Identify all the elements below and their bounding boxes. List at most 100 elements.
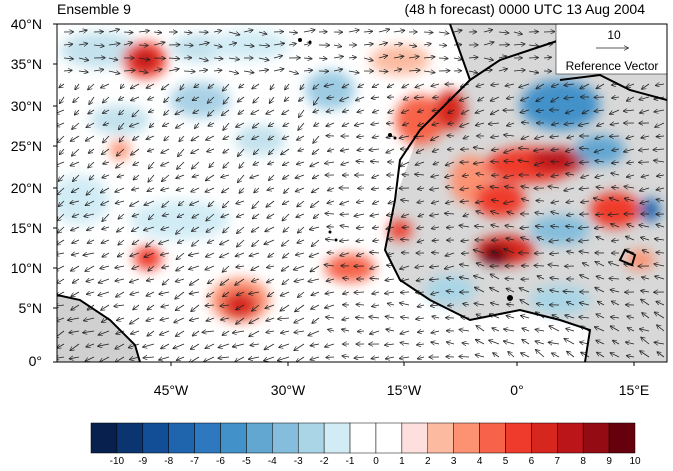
wind-vector xyxy=(207,291,215,297)
wind-vector xyxy=(310,357,320,360)
wind-vector xyxy=(388,201,395,204)
wind-vector xyxy=(341,162,350,165)
wind-vector xyxy=(213,45,222,47)
wind-vector xyxy=(278,318,290,319)
lat-label: 35°N xyxy=(10,56,42,72)
wind-vector xyxy=(476,201,485,203)
wind-vector xyxy=(343,292,350,294)
wind-vector xyxy=(507,212,515,214)
wind-vector xyxy=(183,32,192,33)
wind-vector xyxy=(273,43,284,45)
wind-vector xyxy=(393,44,402,45)
wind-vector xyxy=(401,317,410,318)
wind-vector xyxy=(595,288,605,293)
wind-vector xyxy=(273,69,284,71)
wind-vector xyxy=(325,344,335,347)
wind-vector xyxy=(191,187,200,192)
wind-vector xyxy=(251,265,260,270)
wind-vector xyxy=(597,352,605,358)
wind-vector xyxy=(70,201,80,203)
wind-vector xyxy=(506,238,515,240)
wind-vector xyxy=(385,279,395,280)
wind-vector xyxy=(612,149,620,151)
wind-vector xyxy=(268,162,275,164)
wind-vector xyxy=(468,71,477,73)
wind-vector xyxy=(267,188,275,190)
wind-vector xyxy=(460,96,470,101)
wind-vector xyxy=(190,278,200,285)
wind-vector xyxy=(179,135,185,141)
wind-vector xyxy=(522,340,530,345)
wind-vector xyxy=(87,227,95,230)
wind-vector xyxy=(115,266,125,268)
wind-vector xyxy=(281,291,290,296)
wind-vector xyxy=(611,224,620,227)
wind-vector xyxy=(535,161,545,165)
wind-vector xyxy=(132,188,140,190)
wind-vector xyxy=(461,240,470,241)
wind-vector xyxy=(325,292,335,294)
wind-vector xyxy=(313,175,320,179)
wind-vector xyxy=(594,198,605,201)
wind-vector xyxy=(130,357,140,360)
wind-vector xyxy=(116,201,125,203)
wind-vector xyxy=(78,30,87,32)
wind-vector xyxy=(168,69,179,71)
wind-vector xyxy=(343,110,350,112)
wind-vector xyxy=(193,330,200,336)
wind-vector xyxy=(565,162,575,165)
wind-vector xyxy=(160,330,170,335)
wind-vector xyxy=(388,110,395,113)
wind-vector xyxy=(492,252,500,253)
wind-vector xyxy=(311,344,320,346)
wind-vector xyxy=(147,188,155,191)
wind-vector xyxy=(294,265,305,270)
wind-vector xyxy=(536,96,545,101)
wind-vector xyxy=(408,56,419,58)
wind-vector xyxy=(71,291,80,297)
wind-vector xyxy=(385,344,395,345)
wind-vector xyxy=(423,32,433,33)
colorbar-label: 2 xyxy=(425,456,431,467)
wind-vector xyxy=(447,278,455,279)
wind-vector xyxy=(566,201,575,202)
wind-vector xyxy=(463,175,470,176)
wind-vector xyxy=(423,57,435,58)
wind-vector xyxy=(264,356,275,361)
wind-vector xyxy=(491,303,500,305)
wind-vector xyxy=(108,58,117,60)
wind-vector xyxy=(253,162,260,165)
wind-vector xyxy=(303,30,315,32)
wind-vector xyxy=(104,123,110,125)
wind-vector xyxy=(249,317,260,323)
wind-vector xyxy=(327,110,335,112)
wind-vector xyxy=(468,57,478,58)
wind-vector xyxy=(432,253,440,254)
wind-vector xyxy=(294,317,305,323)
wind-vectors xyxy=(57,29,667,362)
map-frame xyxy=(56,23,668,363)
wind-vector xyxy=(220,252,230,257)
wind-vector xyxy=(223,83,230,91)
wind-vector xyxy=(564,84,575,85)
wind-vector xyxy=(535,213,545,214)
wind-vector xyxy=(483,42,494,45)
wind-vector xyxy=(117,226,125,232)
wind-vector xyxy=(654,264,665,266)
wind-vector xyxy=(133,239,140,244)
wind-vector xyxy=(453,30,462,32)
wind-vector xyxy=(168,58,179,59)
wind-vector xyxy=(267,213,275,218)
wind-vector xyxy=(506,84,515,86)
wind-vector xyxy=(265,226,275,232)
wind-vector xyxy=(580,303,590,305)
wind-vector xyxy=(513,32,522,34)
wind-vector xyxy=(252,239,260,246)
wind-vector xyxy=(448,110,455,113)
wind-vector xyxy=(543,57,551,58)
colorbar-swatch xyxy=(531,422,558,454)
wind-vector xyxy=(283,201,290,204)
wind-vector xyxy=(400,357,410,359)
wind-vector xyxy=(236,304,245,310)
wind-vector xyxy=(504,201,515,204)
